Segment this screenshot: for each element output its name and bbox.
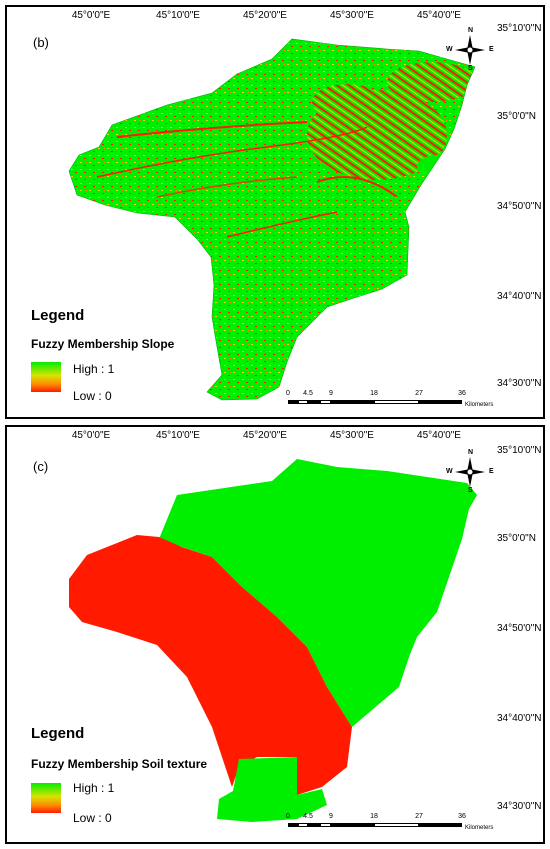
lon-tick: 45°20'0"E	[243, 430, 287, 441]
lat-tick: 35°0'0"N	[497, 533, 536, 544]
legend-title: Legend	[31, 307, 85, 324]
north-arrow-icon: N S E W	[446, 27, 494, 72]
scale-label: 4.5	[303, 390, 313, 397]
lon-tick: 45°40'0"E	[417, 430, 461, 441]
legend-layer-name: Fuzzy Membership Soil texture	[31, 757, 208, 771]
scale-label: 36	[458, 390, 466, 397]
legend-high: High : 1	[73, 362, 115, 376]
compass-w: W	[446, 468, 453, 475]
lon-tick: 45°40'0"E	[417, 10, 461, 21]
scale-label: 36	[458, 813, 466, 820]
lon-tick: 45°10'0"E	[156, 430, 200, 441]
scale-bar: 0 4.5 9 18 27 36 Kilometers	[285, 813, 500, 835]
lat-tick: 34°50'0"N	[497, 201, 542, 212]
scale-unit: Kilometers	[465, 402, 494, 408]
scale-label: 0	[286, 390, 290, 397]
legend-color-ramp	[31, 362, 61, 392]
legend-low: Low : 0	[73, 389, 112, 403]
compass-s: S	[468, 487, 473, 494]
scale-label: 0	[286, 813, 290, 820]
lon-tick: 45°20'0"E	[243, 10, 287, 21]
lat-tick: 34°30'0"N	[497, 801, 542, 812]
lat-tick: 35°10'0"N	[497, 445, 542, 456]
lat-tick: 34°50'0"N	[497, 623, 542, 634]
lon-tick: 45°30'0"E	[330, 430, 374, 441]
lat-tick: 34°40'0"N	[497, 291, 542, 302]
compass-e: E	[489, 468, 494, 475]
lat-tick: 35°10'0"N	[497, 23, 542, 34]
scale-label: 18	[370, 813, 378, 820]
scale-bar: 0 4.5 9 18 27 36 Kilometers	[285, 390, 500, 412]
legend-high: High : 1	[73, 781, 115, 795]
panel-label: (c)	[33, 459, 49, 474]
legend-title: Legend	[31, 725, 85, 742]
panel-label: (b)	[33, 35, 49, 50]
scale-label: 4.5	[303, 813, 313, 820]
scale-label: 27	[415, 813, 423, 820]
scale-unit: Kilometers	[465, 825, 494, 831]
compass-n: N	[468, 449, 474, 456]
compass-e: E	[489, 46, 494, 53]
lon-tick: 45°0'0"E	[71, 430, 111, 441]
scale-label: 9	[329, 390, 333, 397]
lon-tick: 45°10'0"E	[156, 10, 200, 21]
soil-texture-map	[69, 459, 477, 822]
legend-layer-name: Fuzzy Membership Slope	[31, 337, 175, 351]
lat-tick: 35°0'0"N	[497, 111, 536, 122]
map-panel-soil-texture: 45°0'0"E 45°10'0"E 45°20'0"E 45°30'0"E 4…	[5, 425, 545, 844]
slope-map	[68, 38, 476, 401]
lon-tick: 45°0'0"E	[71, 10, 111, 21]
scale-label: 27	[415, 390, 423, 397]
compass-n: N	[468, 27, 474, 34]
lat-tick: 34°30'0"N	[497, 378, 542, 389]
scale-label: 9	[329, 813, 333, 820]
scale-label: 18	[370, 390, 378, 397]
map-panel-slope: 45°0'0"E 45°10'0"E 45°20'0"E 45°30'0"E 4…	[5, 5, 545, 419]
legend-low: Low : 0	[73, 811, 112, 825]
legend-color-ramp	[31, 783, 61, 813]
north-arrow-icon: N S E W	[446, 449, 494, 494]
compass-s: S	[468, 65, 473, 72]
lat-tick: 34°40'0"N	[497, 713, 542, 724]
compass-w: W	[446, 46, 453, 53]
lon-tick: 45°30'0"E	[330, 10, 374, 21]
